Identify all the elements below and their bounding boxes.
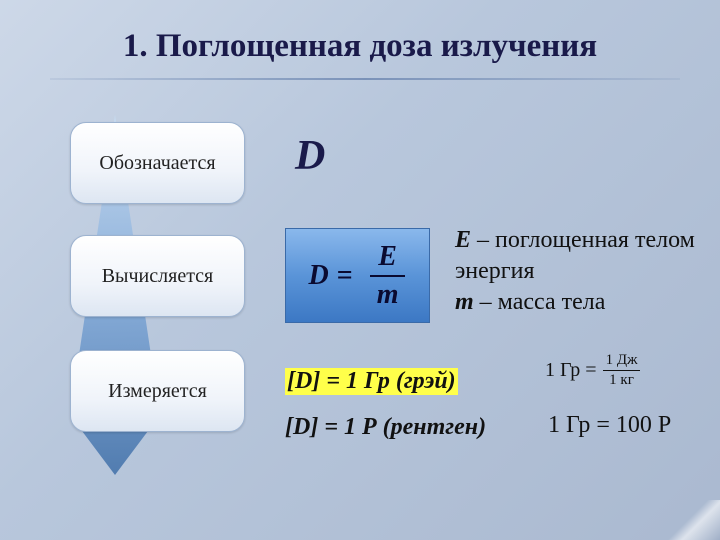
formula-denominator: m	[369, 277, 407, 311]
formula-box: D = E m	[285, 228, 430, 323]
formula-eq: =	[337, 260, 353, 292]
conv-gray-fraction: 1 Дж 1 кг	[603, 352, 641, 389]
unit-roentgen: [D] = 1 Р (рентген)	[285, 414, 486, 441]
label-measured: Измеряется	[70, 350, 245, 432]
explain-m-text: – масса тела	[474, 289, 606, 315]
unit-gray-text: [D] = 1 Гр (грэй)	[287, 368, 456, 394]
symbol-d: D	[295, 132, 325, 180]
explain-e-text: – поглощенная телом энергия	[455, 227, 695, 284]
formula-fraction: E m	[369, 241, 407, 311]
conversion-gray-def: 1 Гр = 1 Дж 1 кг	[545, 352, 640, 389]
conversion-gray-to-r: 1 Гр = 100 Р	[548, 412, 671, 439]
formula: D = E m	[309, 241, 407, 311]
title-underline	[50, 78, 680, 80]
label-calculated: Вычисляется	[70, 235, 245, 317]
formula-numerator: E	[370, 241, 405, 277]
slide-title: 1. Поглощенная доза излучения	[0, 28, 720, 65]
conv-gray-num: 1 Дж	[603, 352, 641, 371]
conv-gray-den: 1 кг	[606, 371, 637, 389]
explanation-block: E – поглощенная телом энергия m – масса …	[455, 225, 705, 319]
unit-roentgen-text: [D] = 1 Р (рентген)	[285, 414, 486, 440]
explain-m-symbol: m	[455, 289, 474, 315]
formula-lhs: D	[309, 260, 329, 292]
page-curl-decoration	[665, 500, 720, 540]
explain-e-symbol: E	[455, 227, 471, 253]
explain-m-line: m – масса тела	[455, 287, 705, 318]
label-designated: Обозначается	[70, 122, 245, 204]
unit-gray: [D] = 1 Гр (грэй)	[285, 368, 458, 395]
conv-gray-lhs: 1 Гр =	[545, 359, 597, 382]
explain-e-line: E – поглощенная телом энергия	[455, 225, 705, 287]
